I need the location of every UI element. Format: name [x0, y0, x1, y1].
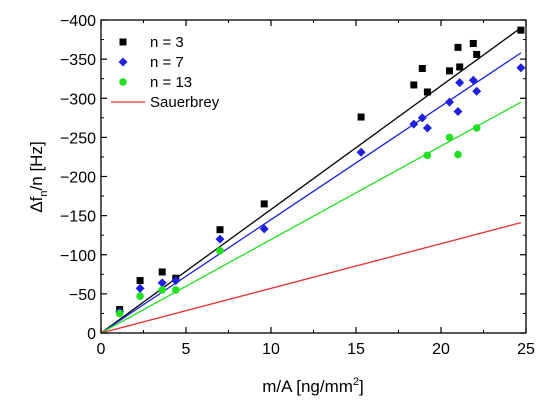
data-point-n-7 — [422, 123, 432, 133]
data-point-n-7 — [259, 224, 269, 234]
data-point-n-7 — [157, 278, 167, 288]
data-markers — [115, 26, 526, 318]
data-point-n-13 — [423, 151, 432, 160]
axis-ticks: 0 5 10 15 20 25 0 −50 −100 −150 −200 −250 −300 −350 −4… — [60, 13, 535, 358]
legend-label-sauerbrey: Sauerbrey — [150, 94, 220, 111]
x-tick-label: 15 — [347, 341, 365, 358]
data-point-n-7 — [516, 63, 526, 73]
fit-line-n-3 — [100, 27, 522, 334]
data-point-n-13 — [472, 124, 481, 132]
data-point-n-3 — [418, 65, 426, 73]
data-point-n-7 — [417, 113, 427, 123]
legend-label-n-3: n = 3 — [150, 34, 184, 51]
x-axis-label: m/A [ng/mm2] — [262, 376, 364, 396]
data-point-n-7 — [453, 107, 463, 117]
y-tick-label: −200 — [60, 170, 96, 187]
legend-swatch-n-13 — [119, 78, 127, 86]
data-point-n-7 — [135, 283, 145, 293]
data-point-n-3 — [473, 50, 481, 58]
y-tick-label: −50 — [69, 287, 96, 304]
y-tick-label: −300 — [60, 91, 96, 108]
data-point-n-3 — [357, 113, 365, 121]
data-point-n-3 — [410, 81, 418, 89]
data-point-n-3 — [517, 26, 525, 34]
legend: n = 3 n = 7 n = 13 Sauerbrey — [111, 34, 220, 111]
y-tick-label: −350 — [60, 52, 96, 69]
data-point-n-13 — [136, 292, 144, 301]
y-tick-label: −100 — [60, 248, 96, 265]
data-point-n-7 — [356, 147, 366, 157]
y-tick-label: −400 — [60, 13, 96, 30]
data-point-n-3 — [216, 226, 224, 234]
legend-label-n-7: n = 7 — [150, 54, 184, 71]
data-point-n-13 — [115, 309, 124, 318]
data-point-n-13 — [454, 150, 462, 159]
data-point-n-7 — [445, 97, 454, 107]
data-point-n-3 — [446, 67, 453, 75]
data-point-n-7 — [468, 75, 478, 85]
data-point-n-7 — [409, 119, 419, 129]
legend-swatch-n-7 — [118, 57, 128, 67]
data-point-n-7 — [215, 234, 225, 244]
data-point-n-7 — [171, 276, 181, 286]
fit-line-n-13 — [100, 101, 522, 334]
data-point-n-3 — [260, 200, 268, 208]
data-point-n-7 — [472, 86, 482, 96]
x-tick-label: 10 — [262, 341, 280, 358]
x-tick-label: 5 — [182, 341, 191, 358]
x-tick-label: 20 — [432, 341, 450, 358]
data-point-n-7 — [455, 78, 465, 88]
data-point-n-3 — [454, 43, 462, 51]
data-point-n-3 — [456, 63, 464, 71]
data-point-n-3 — [423, 88, 431, 96]
y-tick-label: −250 — [60, 130, 96, 147]
data-point-n-3 — [469, 39, 477, 47]
fit-line-sauerbrey — [100, 222, 522, 334]
data-point-n-13 — [216, 247, 224, 255]
y-tick-label: 0 — [87, 326, 96, 343]
legend-swatch-n-3 — [119, 38, 127, 46]
legend-label-n-13: n = 13 — [150, 74, 192, 91]
data-point-n-13 — [445, 133, 454, 142]
data-point-n-3 — [158, 268, 166, 276]
x-tick-label: 0 — [97, 341, 106, 358]
y-tick-label: −150 — [60, 209, 96, 226]
data-point-n-13 — [172, 286, 180, 294]
x-tick-label: 25 — [517, 341, 535, 358]
y-axis-label: Δfn/n [Hz] — [27, 141, 50, 212]
data-point-n-3 — [136, 277, 144, 285]
data-point-n-13 — [158, 286, 166, 294]
